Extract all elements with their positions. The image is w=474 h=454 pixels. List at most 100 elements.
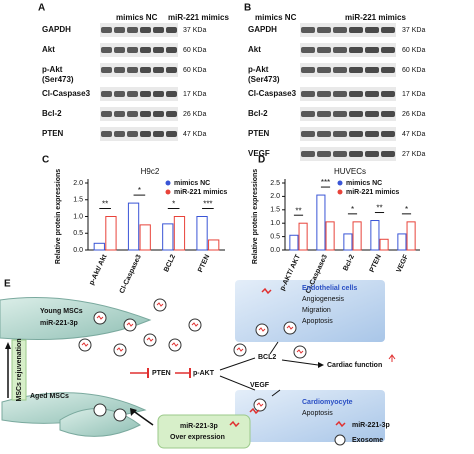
blot-band	[333, 151, 347, 157]
blot-band	[365, 131, 379, 137]
kda-label: 60 KDa	[183, 67, 206, 74]
y-axis-label: Relative protein expressions	[55, 169, 62, 264]
blot-strip	[300, 107, 396, 121]
blot-label: GAPDH	[248, 25, 277, 34]
chart-title: HUVECs	[334, 167, 366, 176]
panel-letter: B	[244, 3, 251, 14]
bar	[162, 223, 174, 251]
x-tick-label: PTEN	[369, 254, 383, 274]
significance-label: **	[102, 200, 108, 209]
legend-label: mimics NC	[346, 180, 382, 187]
bar	[173, 216, 186, 251]
blot-header: miR-221 mimics	[345, 13, 406, 22]
blot-band	[317, 131, 331, 137]
blot-label: p-Akt	[248, 65, 269, 74]
blot-band	[349, 111, 363, 117]
diagram-label: Apoptosis	[302, 318, 333, 325]
bar	[379, 238, 389, 251]
blot-band	[349, 91, 363, 97]
blot-strip	[100, 43, 178, 57]
legend-marker	[165, 189, 171, 195]
bar	[352, 221, 362, 251]
blot-band	[140, 111, 151, 117]
significance-label: ***	[203, 200, 212, 209]
blot-band	[127, 111, 138, 117]
panel-letter: D	[258, 155, 265, 166]
panel-letter: C	[42, 155, 49, 166]
blot-label: PTEN	[42, 129, 64, 138]
blot-strip	[100, 23, 178, 37]
x-tick-label: Bcl-2	[342, 254, 356, 273]
bar	[289, 234, 299, 251]
blot-strip	[100, 63, 178, 77]
chart-title: H9c2	[141, 167, 160, 176]
panel-letter: A	[38, 3, 45, 14]
legend-label: mimics NC	[174, 180, 210, 187]
blot-band	[101, 91, 112, 97]
blot-label: Cl-Caspase3	[248, 89, 297, 98]
diagram-label: PTEN	[152, 370, 171, 377]
diagram-label: Cardiomyocyte	[302, 399, 353, 406]
blot-band	[301, 91, 315, 97]
diagram-label: miR-221-3p	[180, 423, 218, 430]
blot-strip	[300, 127, 396, 141]
blot-band	[166, 91, 177, 97]
blot-band	[317, 151, 331, 157]
blot-band	[127, 91, 138, 97]
blot-band	[166, 47, 177, 53]
diagram-shapes	[0, 280, 396, 449]
blot-band	[365, 91, 379, 97]
blot-band	[365, 47, 379, 53]
kda-label: 26 KDa	[402, 111, 425, 118]
kda-label: 26 KDa	[183, 111, 206, 118]
kda-label: 37 KDa	[183, 27, 206, 34]
diagram-label: p-AKT	[193, 370, 215, 377]
blot-band	[301, 111, 315, 117]
bar	[397, 233, 407, 251]
blot-label: PTEN	[248, 129, 270, 138]
blot-strip	[100, 107, 178, 121]
blot-band	[333, 47, 347, 53]
blot-label: Akt	[42, 45, 55, 54]
diagram-label: miR-221-3p	[40, 320, 78, 327]
kda-label: 60 KDa	[402, 67, 425, 74]
blot-band	[153, 47, 164, 53]
blot-label: p-Akt	[42, 65, 63, 74]
diagram-label: Aged MSCs	[30, 393, 69, 400]
blot-band	[333, 27, 347, 33]
kda-label: 17 KDa	[183, 91, 206, 98]
blot-band	[114, 67, 125, 73]
blot-band	[153, 131, 164, 137]
blot-band	[153, 27, 164, 33]
diagram-label: BCL2	[258, 354, 276, 361]
blot-band	[365, 67, 379, 73]
legend-marker	[337, 189, 343, 195]
blot-label: GAPDH	[42, 25, 71, 34]
x-tick-label: VEGF	[396, 253, 411, 274]
y-tick-label: 2.5	[270, 180, 280, 187]
blot-label: Akt	[248, 45, 261, 54]
significance-label: *	[405, 205, 408, 214]
blot-band	[153, 91, 164, 97]
blot-band	[365, 27, 379, 33]
y-tick-label: 0.0	[73, 247, 83, 254]
blot-band	[349, 27, 363, 33]
diagram-label: Endothelial cells	[302, 285, 357, 292]
blot-band	[333, 67, 347, 73]
y-tick-label: 1.0	[270, 220, 280, 227]
legend-marker	[165, 180, 171, 186]
significance-label: **	[376, 204, 382, 213]
y-tick-label: 0.5	[73, 230, 83, 237]
bar	[105, 216, 117, 251]
blot-sublabel: (Ser473)	[248, 75, 280, 84]
blot-header: miR-221 mimics	[168, 13, 229, 22]
blot-band	[166, 67, 177, 73]
significance-label: *	[172, 200, 175, 209]
y-tick-label: 0.5	[270, 233, 280, 240]
blot-band	[301, 47, 315, 53]
kda-label: 60 KDa	[402, 47, 425, 54]
blot-band	[333, 111, 347, 117]
blot-band	[101, 27, 112, 33]
bar	[93, 242, 105, 251]
diagram-label: VEGF	[250, 382, 270, 389]
